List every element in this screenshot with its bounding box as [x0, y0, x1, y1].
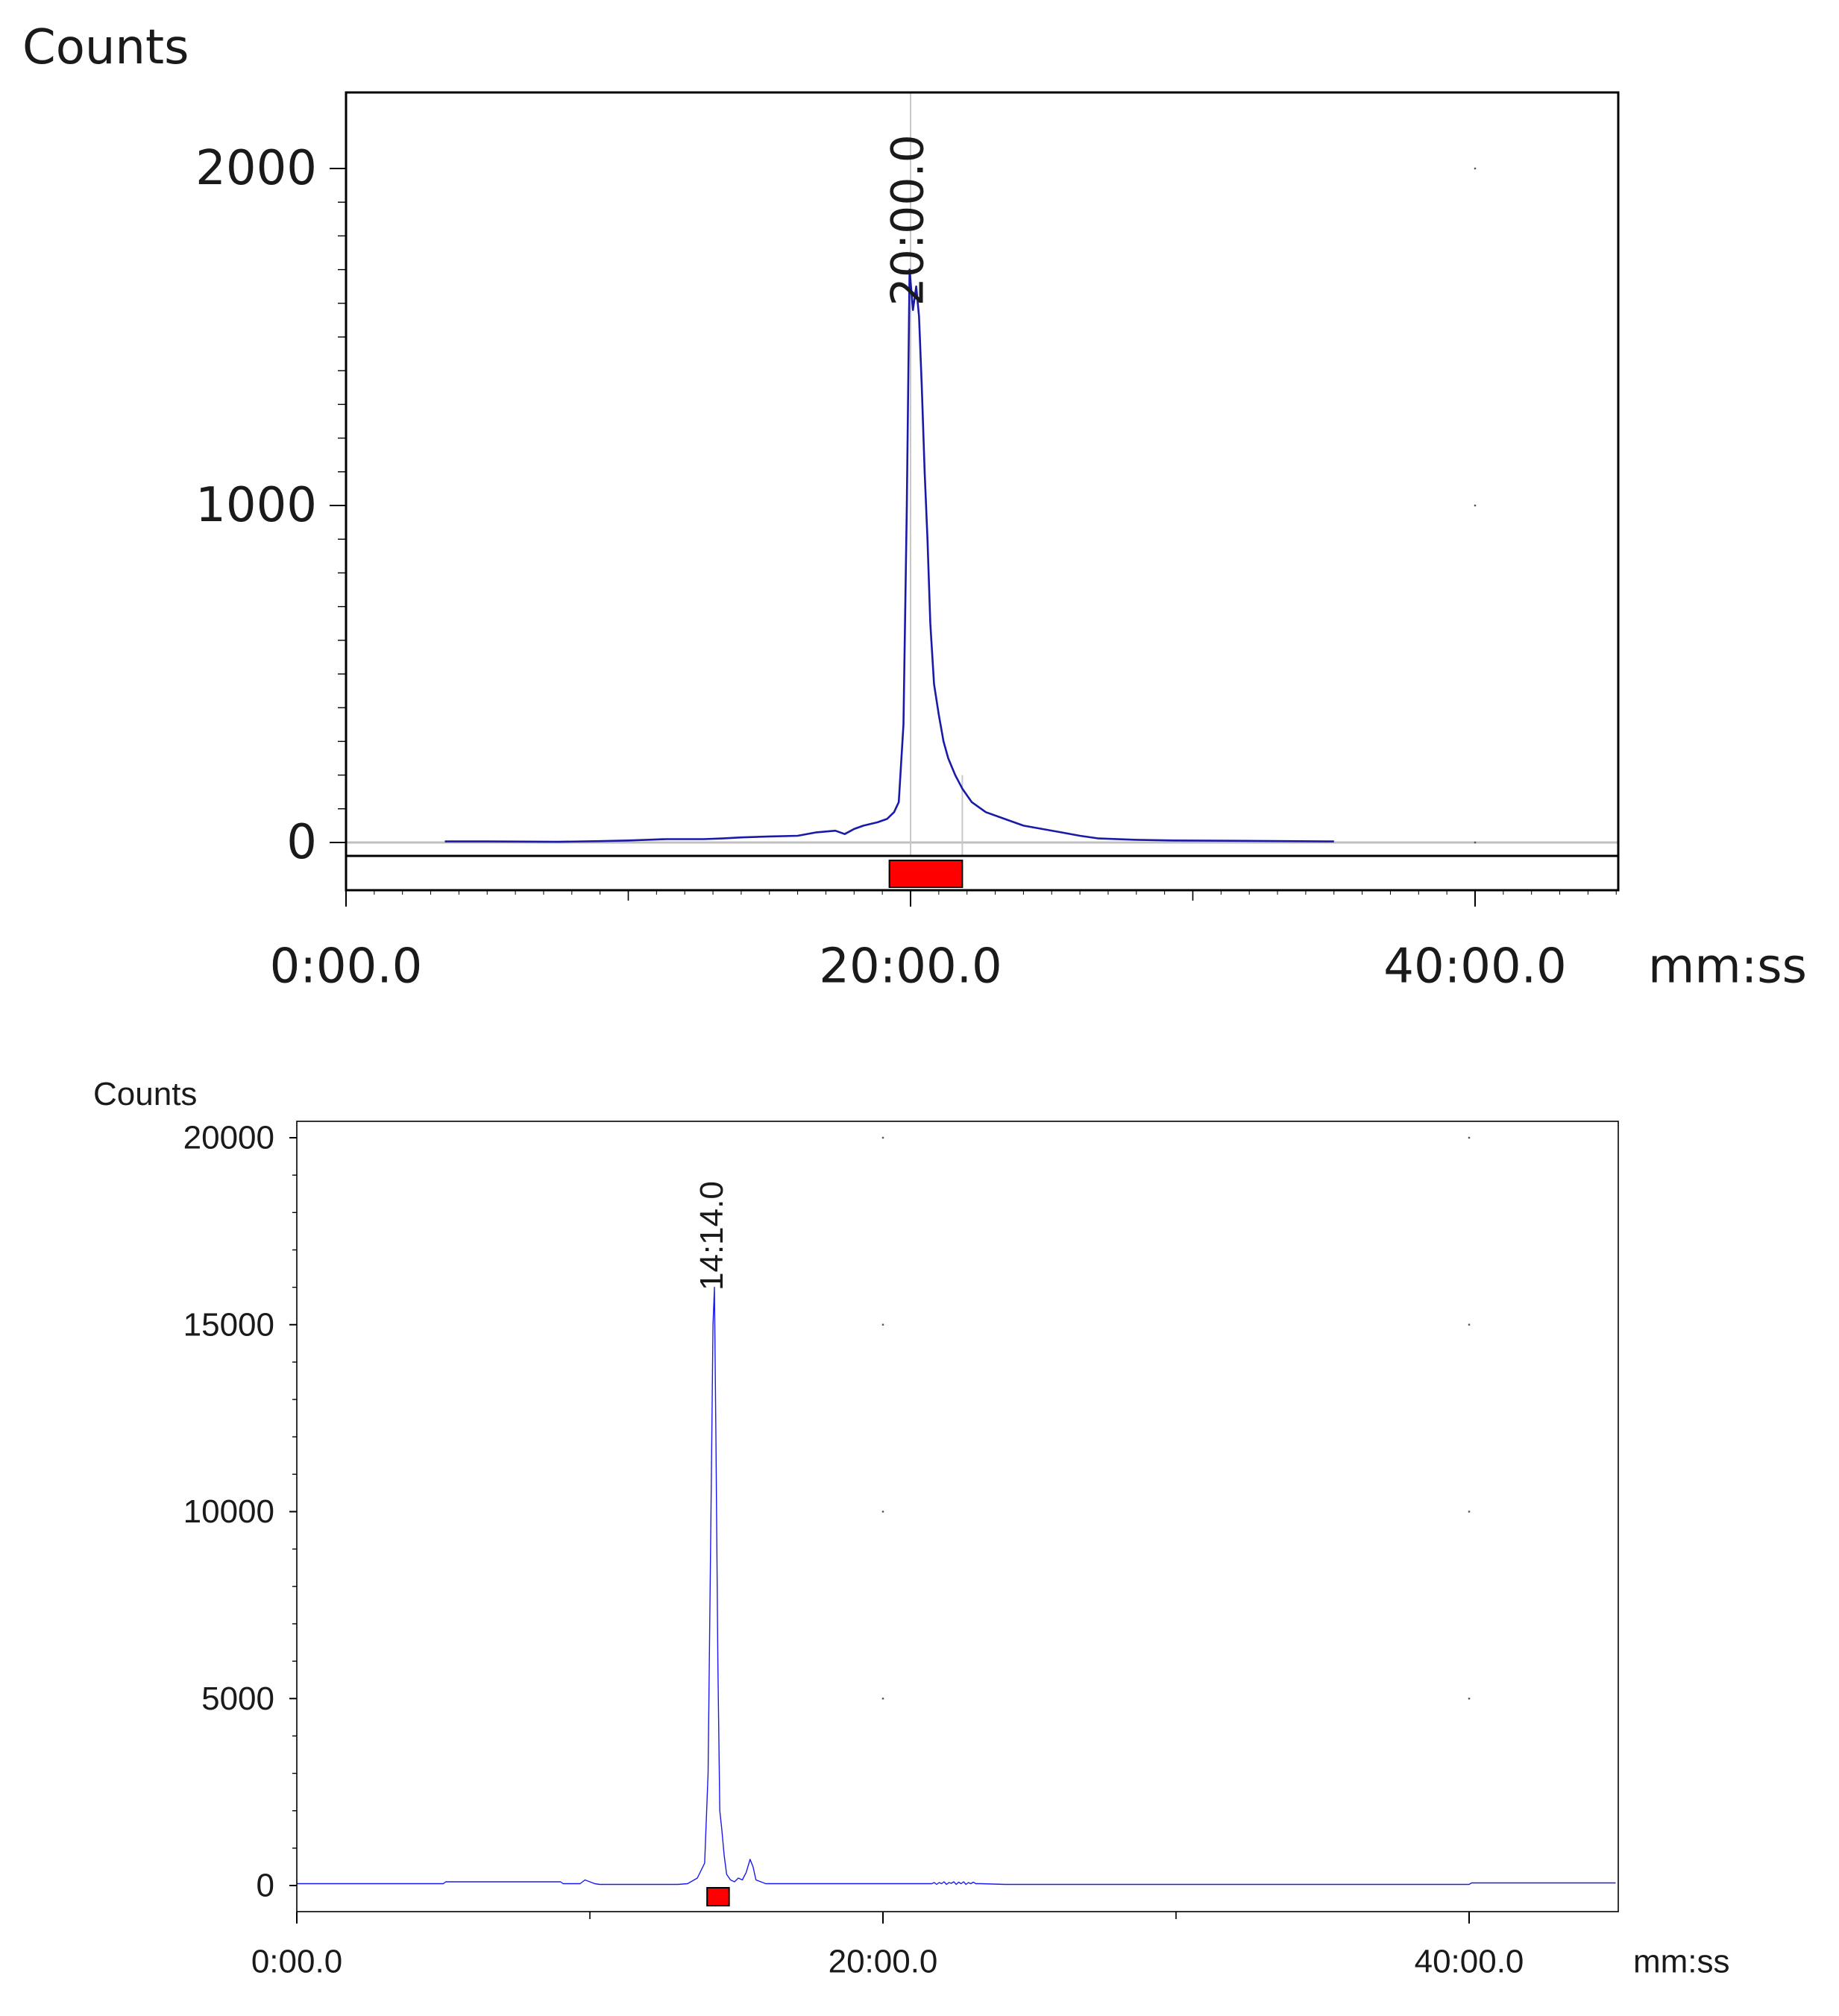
reference-dot [1474, 504, 1477, 507]
x-tick-label: 20:00.0 [829, 1944, 938, 1980]
x-tick-label: 40:00.0 [1415, 1944, 1524, 1980]
x-tick-label: 0:00.0 [251, 1944, 342, 1980]
y-tick-label: 20000 [183, 1120, 274, 1156]
y-axis-label: Counts [93, 1076, 197, 1112]
reference-dot [1468, 1323, 1471, 1326]
y-tick-label: 2000 [195, 141, 317, 196]
marked-interval [706, 1887, 730, 1906]
y-axis-label: Counts [22, 20, 189, 75]
x-tick-label: 0:00.0 [270, 939, 423, 995]
reference-dot [1468, 1698, 1471, 1700]
peak-label: 20:00.0 [882, 134, 934, 306]
y-tick-label: 1000 [195, 478, 317, 533]
reference-dot [1474, 841, 1477, 844]
plot-frame [345, 91, 1620, 892]
chart-top: 0 1000 2000 0:00.0 20:00.0 40:00.0 mm:ss Counts… [22, 20, 1807, 995]
reference-dot [1468, 1511, 1471, 1513]
x-axis-unit-label: mm:ss [1648, 939, 1807, 995]
series-line [297, 1286, 1616, 1886]
reference-dot [1468, 1136, 1471, 1139]
y-tick-label: 15000 [183, 1306, 274, 1343]
x-axis-unit-label: mm:ss [1633, 1944, 1730, 1980]
chart-bottom: 0 5000 10000 15000 20000 0:00.0 20:00.0 40:00.0… [93, 1076, 1730, 1980]
x-tick-label: 40:00.0 [1383, 939, 1567, 995]
peak-label: 14:14.0 [694, 1181, 730, 1291]
reference-dot [881, 1323, 884, 1326]
reference-dot [881, 1136, 884, 1139]
y-tick-label: 5000 [201, 1680, 274, 1717]
y-tick-label: 0 [286, 815, 317, 870]
y-tick-label: 0 [257, 1868, 274, 1904]
plot-frame [296, 1121, 1619, 1912]
reference-dot [881, 1511, 884, 1513]
y-tick-label: 10000 [183, 1493, 274, 1530]
marked-interval [888, 860, 963, 888]
series-line [444, 268, 1334, 843]
x-tick-label: 20:00.0 [819, 939, 1002, 995]
reference-dot [1474, 167, 1477, 170]
reference-dot [881, 1698, 884, 1700]
